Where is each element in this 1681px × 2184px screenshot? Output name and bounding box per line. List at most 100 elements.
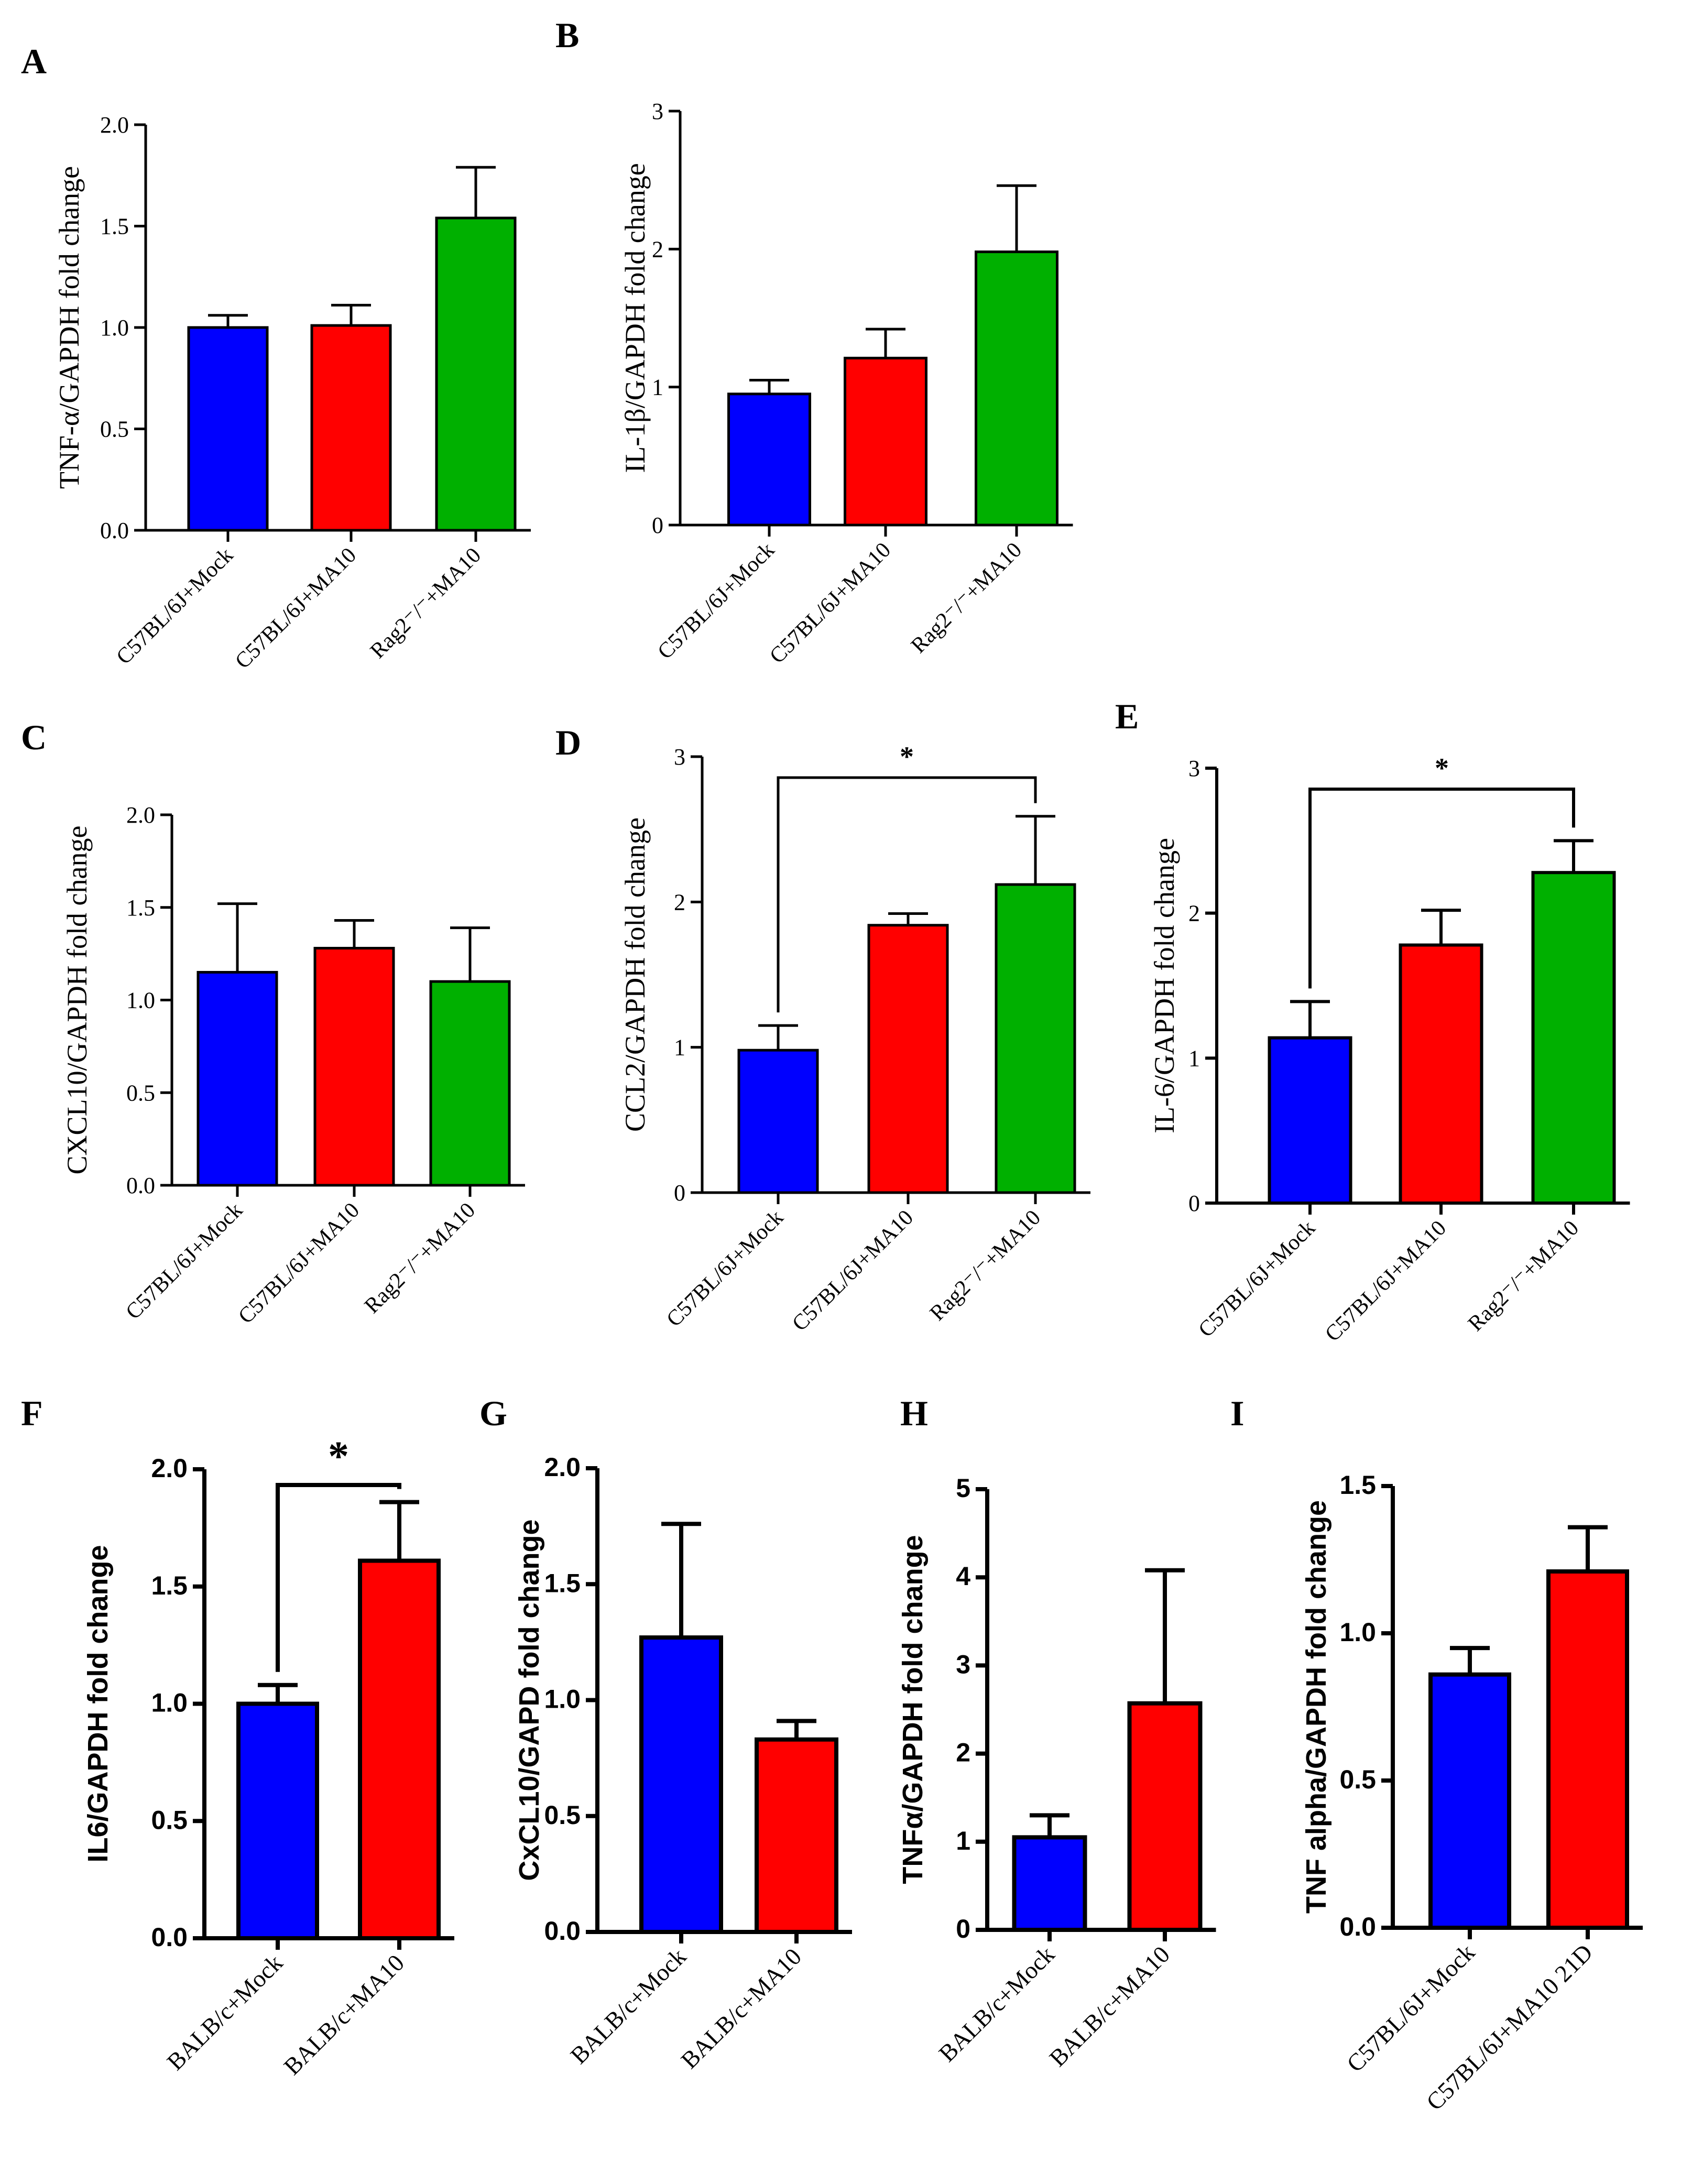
panel-label: G	[479, 1393, 507, 1433]
bar	[358, 1558, 441, 1940]
y-tick-label: 0.0	[100, 518, 129, 543]
category-label: C57BL/6J+Mock	[1341, 1939, 1480, 2077]
category-label: C57BL/6J+Mock	[112, 543, 238, 670]
significance-bracket	[276, 1483, 401, 1672]
category-label: C57BL/6J+MA10	[1320, 1216, 1451, 1347]
category-label: BALB/c+MA10	[278, 1949, 409, 2080]
y-tick-label: 3	[956, 1650, 970, 1679]
y-tick-label: 1.5	[544, 1568, 581, 1598]
y-tick-label: 1.5	[151, 1571, 188, 1600]
y-tick-label: 0.5	[1339, 1765, 1376, 1794]
bar	[639, 1635, 723, 1934]
panel-label: A	[21, 41, 47, 81]
y-tick-label: 0	[652, 512, 663, 538]
y-tick-label: 1.0	[544, 1685, 581, 1714]
y-tick-label: 0.0	[1339, 1912, 1376, 1941]
significance-bracket	[1308, 788, 1575, 989]
y-tick-label: 1.0	[126, 988, 155, 1013]
bar	[867, 924, 949, 1194]
category-label: C57BL/6J+Mock	[653, 538, 779, 664]
panel-label: F	[21, 1393, 43, 1433]
y-tick-label: 0	[674, 1180, 685, 1206]
y-tick-label: 1.0	[151, 1688, 188, 1718]
panel-label: E	[1115, 696, 1139, 736]
y-tick-label: 1	[652, 375, 663, 400]
category-label: BALB/c+Mock	[565, 1943, 692, 2069]
panel-label: C	[21, 717, 47, 757]
y-tick-label: 1.5	[1339, 1470, 1376, 1500]
category-label: BALB/c+Mock	[162, 1949, 288, 2076]
bar	[1127, 1701, 1203, 1932]
category-label: BALB/c+Mock	[934, 1941, 1060, 2067]
bar	[844, 356, 927, 527]
panel-e: E IL-6/GAPDH fold change 0 1 2 3 C57BL/6J+Mock…	[1115, 696, 1630, 1346]
bar	[995, 883, 1076, 1194]
bar	[755, 1737, 838, 1935]
bar	[727, 392, 811, 527]
y-tick-label: 3	[1188, 756, 1200, 781]
panel-d: D CCL2/GAPDH fold change 0 1 2 3 C57BL/6J+Mock…	[555, 723, 1090, 1336]
category-label: Rag2⁻/⁻+MA10	[1464, 1216, 1584, 1336]
y-axis-title: TNF-α/GAPDH fold change	[53, 166, 85, 489]
panel-c: C CXCL10/GAPDH fold change 0.0 0.5 1.0 1.5 2.0…	[21, 717, 525, 1328]
y-axis-title: IL6/GAPDH fold change	[82, 1545, 114, 1862]
bar	[1428, 1672, 1511, 1930]
significance-star: *	[328, 1434, 349, 1480]
y-axis-title: IL-6/GAPDH fold change	[1149, 838, 1180, 1133]
bar	[429, 980, 511, 1187]
category-label: C57BL/6J+MA10	[788, 1206, 918, 1336]
category-label: C57BL/6J+MA10	[231, 543, 361, 674]
y-tick-label: 2	[652, 236, 663, 262]
category-label: C57BL/6J+Mock	[121, 1198, 247, 1325]
y-tick-label: 2	[1188, 901, 1200, 926]
panel-label: D	[555, 723, 581, 762]
y-tick-label: 1	[1188, 1045, 1200, 1071]
y-tick-label: 1.0	[100, 315, 129, 341]
bar	[310, 324, 392, 532]
y-axis-title: CxCL10/GAPD fold change	[514, 1519, 545, 1881]
bar	[187, 326, 269, 532]
category-label: C57BL/6J+Mock	[662, 1206, 788, 1332]
category-label: C57BL/6J+MA10	[234, 1198, 364, 1329]
bar	[197, 970, 278, 1187]
y-tick-label: 1.0	[1339, 1618, 1376, 1647]
y-tick-label: 0.5	[126, 1080, 155, 1106]
y-axis-title: TNF alpha/GAPDH fold change	[1301, 1500, 1332, 1914]
panel-a: A TNF-α/GAPDH fold change 0.0 0.5 1.0 1.5 2.0 C…	[21, 41, 531, 673]
y-axis-title: IL-1β/GAPDH fold change	[619, 163, 651, 473]
bar	[1531, 871, 1616, 1205]
panel-label: H	[900, 1393, 928, 1433]
y-tick-label: 2.0	[544, 1453, 581, 1482]
y-tick-label: 1.5	[100, 214, 129, 239]
bar	[1268, 1036, 1352, 1205]
category-label: C57BL/6J+Mock	[1194, 1216, 1320, 1342]
y-tick-label: 0	[956, 1914, 970, 1943]
y-tick-label: 5	[956, 1473, 970, 1503]
y-tick-label: 0.0	[126, 1173, 155, 1198]
category-label: Rag2⁻/⁻+MA10	[925, 1206, 1045, 1326]
y-tick-label: 0.0	[544, 1916, 581, 1946]
bar	[1546, 1569, 1629, 1930]
y-tick-label: 4	[956, 1561, 970, 1591]
category-label: BALB/c+MA10	[1044, 1941, 1175, 2072]
y-tick-label: 3	[652, 99, 663, 124]
bar	[313, 947, 395, 1187]
bar	[737, 1049, 819, 1194]
category-label: Rag2⁻/⁻+MA10	[360, 1198, 480, 1318]
panel-label: B	[555, 15, 579, 55]
category-label: C57BL/6J+MA10	[765, 538, 896, 669]
category-label: BALB/c+MA10	[675, 1943, 806, 2074]
y-tick-label: 0	[1188, 1191, 1200, 1216]
panel-b: B IL-1β/GAPDH fold change 0 1 2 3 C57BL/6J+Moc…	[555, 15, 1073, 668]
bar	[435, 216, 517, 532]
y-tick-label: 2	[956, 1738, 970, 1767]
significance-bracket	[777, 776, 1037, 1013]
y-tick-label: 2	[674, 889, 685, 915]
y-tick-label: 1	[674, 1035, 685, 1061]
y-tick-label: 1.5	[126, 895, 155, 921]
y-axis-title: TNFα/GAPDH fold change	[897, 1535, 929, 1884]
significance-star: *	[1435, 752, 1449, 784]
y-tick-label: 1	[956, 1826, 970, 1855]
